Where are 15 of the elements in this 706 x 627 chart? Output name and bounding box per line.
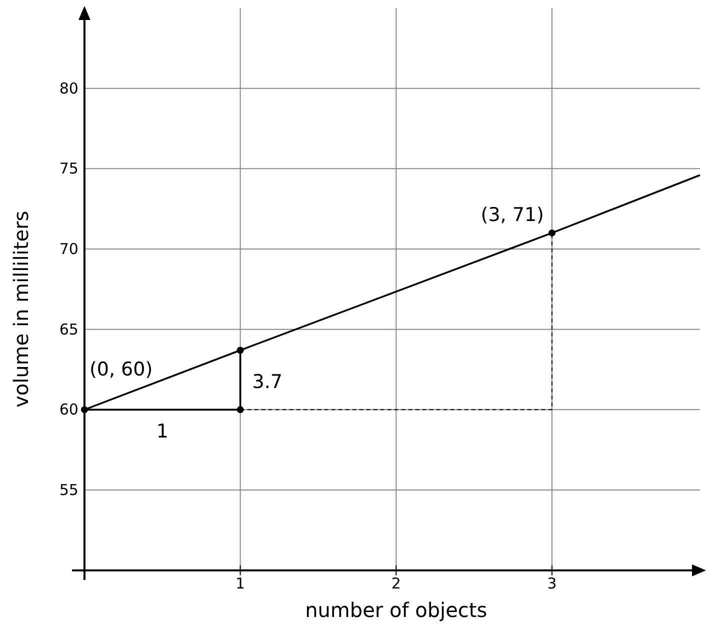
x-tick-label: 3: [547, 574, 557, 592]
annotation: (0, 60): [89, 358, 153, 381]
x-axis-title: number of objects: [305, 598, 488, 622]
y-tick-label: 60: [59, 400, 78, 419]
y-tick-label: 55: [59, 481, 78, 500]
x-tick-label: 2: [391, 574, 401, 592]
annotation: 1: [156, 420, 168, 443]
y-tick-label: 80: [59, 79, 78, 98]
y-tick-label: 75: [59, 160, 78, 178]
x-tick-label: 1: [236, 574, 246, 592]
y-tick-label: 70: [59, 240, 78, 258]
y-tick-label: 65: [59, 320, 78, 338]
annotation: (3, 71): [480, 204, 544, 226]
annotation: 3.7: [252, 370, 283, 393]
y-axis-title: volume in milliliters: [9, 210, 33, 408]
